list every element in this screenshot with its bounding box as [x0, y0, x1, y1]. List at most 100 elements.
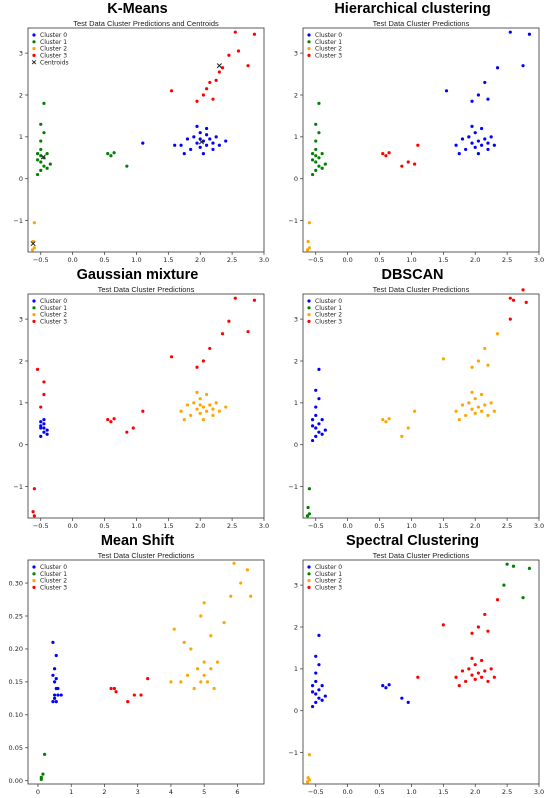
data-point	[106, 418, 110, 422]
data-point	[483, 669, 487, 673]
data-point	[454, 409, 458, 413]
y-tick-label: 1	[294, 399, 298, 407]
data-point	[310, 684, 315, 688]
x-tick-label: −0.5	[33, 522, 49, 530]
x-tick-label: 1.5	[438, 256, 448, 264]
data-point	[39, 424, 43, 428]
data-point	[384, 420, 388, 424]
data-point	[114, 690, 118, 694]
data-point	[220, 66, 225, 70]
data-point	[208, 80, 212, 85]
x-tick-label: 0.5	[374, 788, 384, 796]
plot-frame	[302, 27, 540, 253]
data-point	[246, 330, 250, 334]
data-point	[42, 422, 46, 426]
data-point	[204, 126, 209, 131]
data-point	[306, 239, 310, 244]
data-point	[45, 432, 49, 436]
data-point	[470, 631, 474, 635]
data-point	[314, 122, 318, 126]
data-point	[310, 158, 315, 162]
data-point	[400, 696, 404, 700]
y-tick-label: 0.20	[9, 645, 23, 653]
data-point	[416, 143, 420, 147]
data-point	[464, 147, 468, 152]
data-point	[483, 403, 487, 407]
data-point	[486, 363, 490, 367]
chart-subtitle: Test Data Cluster Predictions and Centro…	[73, 19, 219, 28]
chart-subtitle: Test Data Cluster Predictions	[372, 551, 470, 560]
centroid-marker	[198, 139, 205, 145]
data-point	[310, 690, 315, 694]
data-point	[492, 409, 496, 413]
data-point	[473, 145, 477, 149]
data-point	[320, 432, 324, 436]
data-point	[51, 673, 55, 677]
data-point	[217, 143, 221, 147]
y-tick-label: 1	[294, 665, 298, 673]
legend-marker	[32, 33, 36, 37]
data-point	[444, 89, 449, 93]
plot-frame	[302, 293, 540, 519]
data-point	[521, 64, 525, 68]
legend-marker	[307, 33, 311, 37]
data-point	[125, 430, 129, 434]
data-point	[508, 30, 512, 34]
x-tick-label: 1	[69, 788, 73, 796]
data-point	[39, 147, 43, 152]
data-point	[42, 164, 46, 168]
data-point	[211, 413, 215, 418]
x-tick-label: 1.0	[131, 256, 141, 264]
y-tick-label: −1	[288, 749, 298, 757]
data-point	[457, 684, 461, 688]
data-point	[511, 564, 516, 568]
data-point	[310, 172, 315, 177]
data-point	[179, 409, 183, 413]
plot-frame	[302, 559, 540, 785]
x-tick-label: 2.0	[470, 522, 480, 530]
data-point	[479, 392, 484, 397]
data-point	[310, 418, 315, 422]
x-tick-label: −0.5	[308, 788, 324, 796]
data-point	[406, 700, 410, 704]
hierarchical-panel: Hierarchical clustering Test Data Cluste…	[275, 0, 550, 266]
data-point	[470, 365, 474, 369]
data-point	[317, 633, 321, 637]
data-point	[132, 693, 136, 697]
x-tick-label: 2.0	[470, 788, 480, 796]
y-tick-label: 1	[19, 133, 23, 141]
data-point	[39, 777, 43, 781]
data-point	[381, 684, 385, 688]
data-point	[192, 135, 196, 139]
legend-label: Cluster 0	[315, 32, 342, 39]
data-point	[314, 700, 318, 704]
data-point	[479, 675, 484, 679]
data-point	[232, 561, 236, 565]
data-point	[486, 629, 490, 633]
x-tick-label: 0.0	[67, 522, 77, 530]
data-point	[42, 101, 46, 105]
data-point	[32, 221, 36, 225]
data-point	[146, 676, 150, 681]
data-point	[495, 332, 500, 336]
data-point	[460, 669, 465, 673]
data-point	[201, 359, 206, 363]
chart-subtitle: Test Data Cluster Predictions	[372, 285, 470, 294]
data-point	[314, 426, 318, 430]
y-tick-label: −1	[13, 483, 23, 491]
data-point	[479, 658, 484, 663]
legend-label: Cluster 3	[40, 319, 67, 326]
data-point	[204, 143, 209, 147]
y-tick-label: 3	[19, 315, 23, 323]
plot-frame	[27, 293, 265, 519]
data-point	[112, 151, 116, 155]
legend-label: Cluster 1	[315, 39, 342, 46]
data-point	[511, 298, 516, 302]
legend-marker	[307, 299, 311, 303]
x-tick-label: 3.0	[259, 256, 269, 264]
data-point	[195, 99, 199, 103]
y-tick-label: 3	[294, 315, 298, 323]
data-point	[204, 392, 209, 397]
data-point	[470, 407, 474, 411]
x-tick-label: 1.5	[163, 256, 173, 264]
